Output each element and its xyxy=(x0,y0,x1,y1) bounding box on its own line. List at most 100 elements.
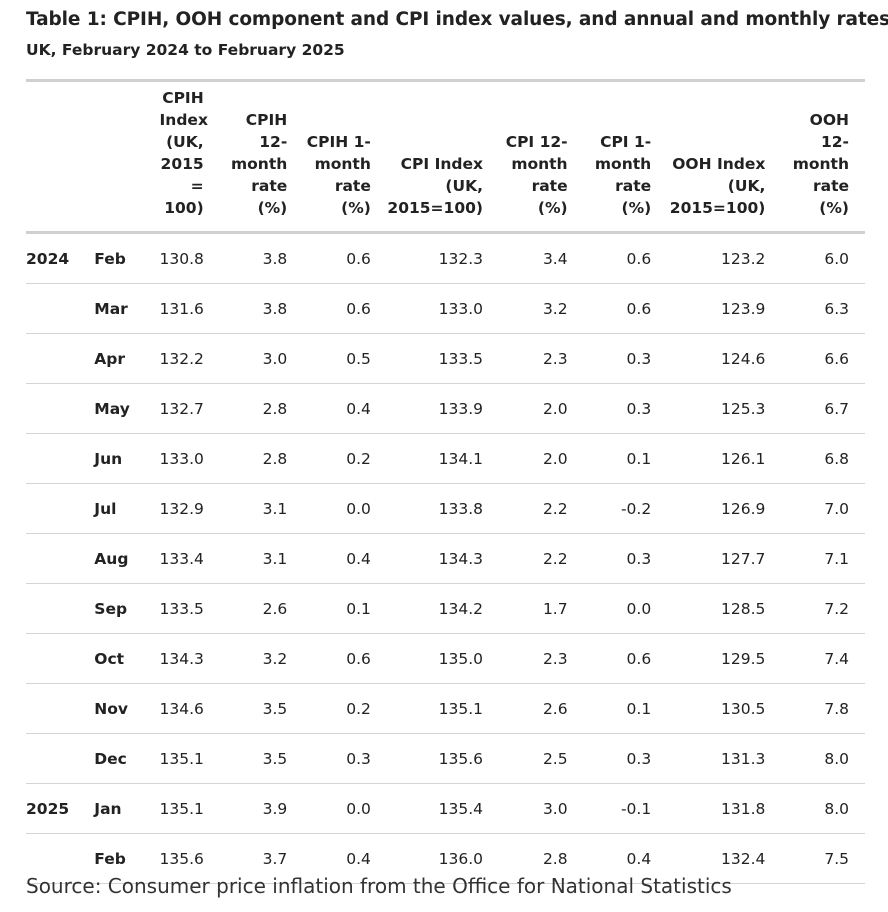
value-cell: 0.6 xyxy=(303,232,387,284)
value-cell: 134.3 xyxy=(159,633,220,684)
year-cell: 2025 xyxy=(26,783,95,834)
value-cell: 133.8 xyxy=(386,483,499,534)
column-header-line: 12- xyxy=(820,133,849,151)
value-cell: 130.8 xyxy=(159,232,220,284)
value-cell: 3.1 xyxy=(219,533,304,584)
column-header: CPIH 1- month rate (%) xyxy=(303,80,387,234)
column-header-line: rate xyxy=(334,177,371,195)
header-row: CPIH Index (UK, 2015 = 100) CPIH 12- month rate (… xyxy=(26,80,865,234)
column-header: CPIH 12- month rate (%) xyxy=(219,80,304,234)
column-header: OOH 12- month rate (%) xyxy=(781,80,865,234)
value-cell: 0.4 xyxy=(303,533,387,584)
month-cell: Jul xyxy=(94,483,160,534)
column-header-line: (%) xyxy=(819,199,849,217)
value-cell: 2.2 xyxy=(498,483,584,534)
value-cell: 0.1 xyxy=(583,683,668,734)
value-cell: 135.0 xyxy=(386,633,499,684)
table-row: Nov 134.6 3.5 0.2 135.1 2.6 0.1 130.5 7.8 xyxy=(26,683,865,734)
value-cell: 3.2 xyxy=(498,283,584,334)
year-cell xyxy=(26,633,95,684)
table-row: Apr 132.2 3.0 0.5 133.5 2.3 0.3 124.6 6.6 xyxy=(26,333,865,384)
value-cell: 2.0 xyxy=(498,433,584,484)
column-header-line: (UK, xyxy=(727,177,766,195)
year-cell xyxy=(26,383,95,434)
value-cell: 7.2 xyxy=(781,583,865,634)
value-cell: 136.0 xyxy=(386,833,499,884)
value-cell: 2.2 xyxy=(498,533,584,584)
value-cell: 0.1 xyxy=(303,583,387,634)
column-header-line: CPIH 1- xyxy=(306,133,371,151)
value-cell: 0.3 xyxy=(583,383,668,434)
year-cell xyxy=(26,733,95,784)
column-header-line: CPI Index xyxy=(400,155,483,173)
value-cell: 6.6 xyxy=(781,333,865,384)
table-row: Mar 131.6 3.8 0.6 133.0 3.2 0.6 123.9 6.3 xyxy=(26,283,865,334)
value-cell: 0.3 xyxy=(583,733,668,784)
column-header: CPIH Index (UK, 2015 = 100) xyxy=(159,80,220,234)
value-cell: 131.6 xyxy=(159,283,220,334)
value-cell: 0.6 xyxy=(583,232,668,284)
year-cell xyxy=(26,583,95,634)
value-cell: 133.5 xyxy=(386,333,499,384)
year-cell xyxy=(26,483,95,534)
value-cell: 135.6 xyxy=(386,733,499,784)
table-row: 2024 Feb 130.8 3.8 0.6 132.3 3.4 0.6 123.2 6.0 xyxy=(26,232,865,284)
year-cell xyxy=(26,433,95,484)
month-cell: Sep xyxy=(94,583,160,634)
value-cell: 132.9 xyxy=(159,483,220,534)
value-cell: 132.2 xyxy=(159,333,220,384)
value-cell: 1.7 xyxy=(498,583,584,634)
value-cell: 0.0 xyxy=(303,783,387,834)
value-cell: 8.0 xyxy=(781,783,865,834)
value-cell: 124.6 xyxy=(667,333,782,384)
value-cell: 3.0 xyxy=(498,783,584,834)
month-cell: May xyxy=(94,383,160,434)
value-cell: 0.5 xyxy=(303,333,387,384)
table-header: CPIH Index (UK, 2015 = 100) CPIH 12- month rate (… xyxy=(26,80,865,234)
column-header-line: month xyxy=(511,155,568,173)
value-cell: 0.6 xyxy=(303,283,387,334)
value-cell: 7.5 xyxy=(781,833,865,884)
value-cell: 3.2 xyxy=(219,633,304,684)
year-cell xyxy=(26,533,95,584)
month-cell: Aug xyxy=(94,533,160,584)
column-header: CPI Index (UK, 2015=100) xyxy=(386,80,499,234)
table-subtitle: UK, February 2024 to February 2025 xyxy=(26,41,345,59)
value-cell: 135.1 xyxy=(386,683,499,734)
table-row: Jun 133.0 2.8 0.2 134.1 2.0 0.1 126.1 6.8 xyxy=(26,433,865,484)
month-cell: Oct xyxy=(94,633,160,684)
year-column-header xyxy=(26,80,95,234)
column-header-line: month xyxy=(792,155,849,173)
value-cell: 129.5 xyxy=(667,633,782,684)
table-title: Table 1: CPIH, OOH component and CPI ind… xyxy=(26,9,888,30)
value-cell: -0.1 xyxy=(583,783,668,834)
data-table: CPIH Index (UK, 2015 = 100) CPIH 12- month rate (… xyxy=(26,79,865,884)
value-cell: 7.4 xyxy=(781,633,865,684)
value-cell: 125.3 xyxy=(667,383,782,434)
value-cell: 0.2 xyxy=(303,683,387,734)
month-cell: Jun xyxy=(94,433,160,484)
column-header-line: 12- xyxy=(259,133,288,151)
value-cell: 2.8 xyxy=(219,433,304,484)
value-cell: 0.0 xyxy=(583,583,668,634)
value-cell: 133.5 xyxy=(159,583,220,634)
column-header-line: OOH Index xyxy=(672,155,766,173)
column-header-line: OOH xyxy=(809,111,849,129)
value-cell: 131.3 xyxy=(667,733,782,784)
table-row: Jul 132.9 3.1 0.0 133.8 2.2 -0.2 126.9 7.0 xyxy=(26,483,865,534)
value-cell: 133.4 xyxy=(159,533,220,584)
column-header-line: CPIH xyxy=(162,89,204,107)
year-cell xyxy=(26,683,95,734)
column-header-line: CPI 1- xyxy=(600,133,652,151)
value-cell: 6.0 xyxy=(781,232,865,284)
column-header-line: rate xyxy=(812,177,849,195)
value-cell: 132.4 xyxy=(667,833,782,884)
table-row: Aug 133.4 3.1 0.4 134.3 2.2 0.3 127.7 7.1 xyxy=(26,533,865,584)
value-cell: 6.3 xyxy=(781,283,865,334)
value-cell: 3.9 xyxy=(219,783,304,834)
table-row: 2025 Jan 135.1 3.9 0.0 135.4 3.0 -0.1 131.8 8.0 xyxy=(26,783,865,834)
table-row: Feb 135.6 3.7 0.4 136.0 2.8 0.4 132.4 7.5 xyxy=(26,833,865,884)
value-cell: 132.7 xyxy=(159,383,220,434)
value-cell: 133.0 xyxy=(386,283,499,334)
value-cell: 123.9 xyxy=(667,283,782,334)
